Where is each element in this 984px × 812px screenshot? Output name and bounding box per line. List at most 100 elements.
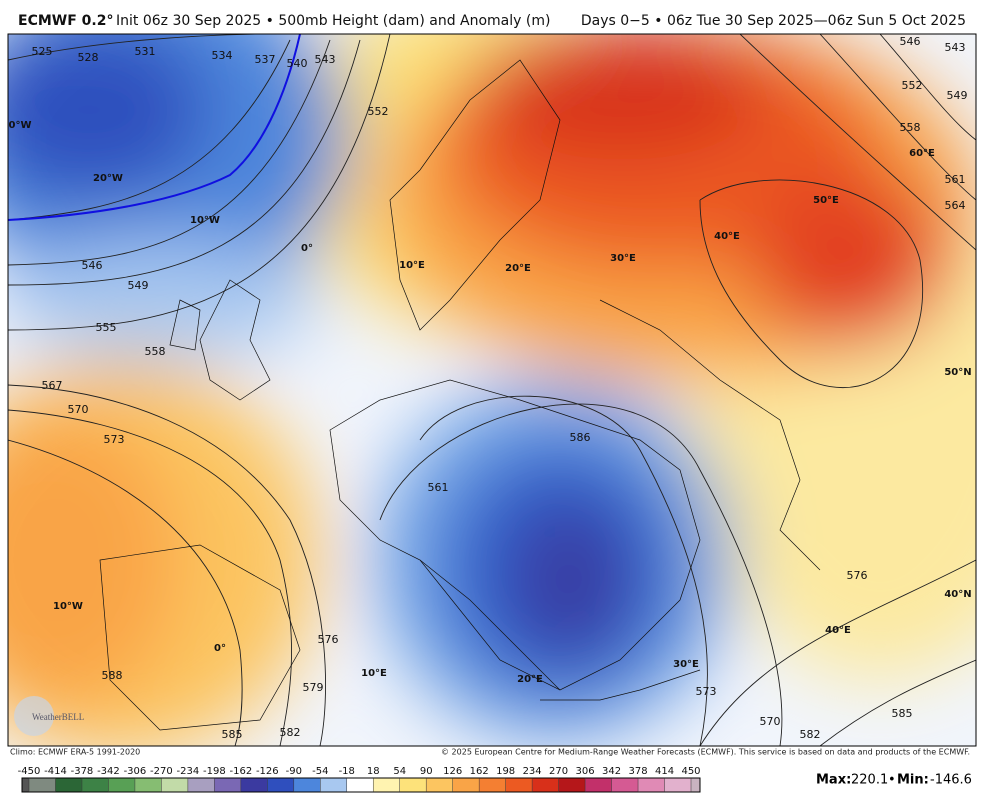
colorbar-segment	[452, 778, 480, 792]
colorbar-tick-label: 450	[681, 766, 700, 777]
contour-label: 555	[96, 321, 117, 334]
colorbar-segment	[161, 778, 188, 792]
max-value: 220.1	[851, 773, 888, 788]
height-contours	[8, 34, 976, 746]
contour-label: 586	[570, 431, 591, 444]
contour-label: 546	[82, 259, 103, 272]
graticule-label: 10°W	[53, 601, 83, 612]
coastlines	[99, 59, 821, 731]
graticule-label: 20°E	[505, 263, 531, 274]
min-value: -146.6	[930, 773, 972, 788]
contour-label: 552	[368, 105, 389, 118]
contour-label: 543	[945, 41, 966, 54]
contour-label: 570	[760, 715, 781, 728]
graticule-label: 40°E	[825, 625, 851, 636]
colorbar-segment	[664, 778, 691, 792]
colorbar-tick-label: -54	[312, 766, 328, 777]
colorbar-segment	[691, 778, 700, 792]
colorbar-segment	[108, 778, 135, 792]
colorbar-tick-label: 270	[549, 766, 568, 777]
graticule-label: 50°E	[813, 195, 839, 206]
graticule-label: 10°W	[190, 215, 220, 226]
colorbar-segment	[320, 778, 347, 792]
colorbar-tick-label: -90	[286, 766, 302, 777]
graticule-label: 20°W	[93, 173, 123, 184]
graticule-label: 40°N	[944, 589, 971, 600]
colorbar-tick-label: 198	[496, 766, 515, 777]
graticule-label: 10°E	[399, 260, 425, 271]
contour-label: 579	[303, 681, 324, 694]
contour-label: 531	[135, 45, 156, 58]
contour-label: 534	[212, 49, 233, 62]
colorbar-tick-label: 54	[393, 766, 406, 777]
colorbar-segment	[187, 778, 215, 792]
contour-label: 525	[32, 45, 53, 58]
anomaly-field	[8, 34, 976, 746]
contour-label: 570	[68, 403, 89, 416]
graticule-label: 0°W	[9, 120, 32, 131]
graticule-label: 60°E	[909, 148, 935, 159]
logo-mark	[14, 696, 54, 736]
colorbar-segment	[240, 778, 268, 792]
separator: •	[888, 773, 896, 788]
colorbar-segment	[585, 778, 612, 792]
min-label: Min:	[897, 773, 929, 788]
colorbar-tick-label: 234	[523, 766, 542, 777]
contour-label: 540	[287, 57, 308, 70]
colorbar-segment	[346, 778, 374, 792]
contour-label: 561	[945, 173, 966, 186]
map: 525 528 531 534 537 540 543 552 546 549 555 558 567 5…	[8, 34, 976, 746]
colorbar: -450 -414 -378 -342 -306 -270 -234 -198 -162 -126…	[18, 766, 701, 793]
colorbar-tick-label: -234	[177, 766, 200, 777]
graticule-label: 10°E	[361, 668, 387, 679]
contour-label: 537	[255, 53, 276, 66]
climo-note: Climo: ECMWF ERA-5 1991-2020	[10, 748, 140, 757]
colorbar-segment	[426, 778, 453, 792]
contour-label: 585	[892, 707, 913, 720]
contour-label: 561	[428, 481, 449, 494]
colorbar-tick-label: -162	[229, 766, 252, 777]
contour-label: 546	[900, 35, 921, 48]
subtitle: Init 06z 30 Sep 2025 • 500mb Height (dam…	[116, 13, 550, 29]
contour-label: 528	[78, 51, 99, 64]
colorbar-segment	[81, 778, 109, 792]
colorbar-tick-label: 378	[628, 766, 647, 777]
colorbar-segment	[479, 778, 506, 792]
contour-label: 558	[900, 121, 921, 134]
colorbar-segment	[29, 778, 56, 792]
contour-label: 552	[902, 79, 923, 92]
graticule-label: 0°	[214, 643, 226, 654]
colorbar-tick-label: -414	[44, 766, 67, 777]
colorbar-tick-label: -126	[256, 766, 279, 777]
contour-label: 549	[128, 279, 149, 292]
colorbar-tick-label: -306	[124, 766, 147, 777]
max-label: Max:	[816, 773, 851, 788]
colorbar-segment	[373, 778, 400, 792]
contour-label: 588	[102, 669, 123, 682]
graticule-label: 30°E	[673, 659, 699, 670]
graticule-label: 50°N	[944, 367, 971, 378]
contour-label: 543	[315, 53, 336, 66]
colorbar-tick-label: 126	[443, 766, 462, 777]
graticule-labels: 0°W 20°W 10°W 0° 10°E 20°E 30°E 40°E 50°E 60°E 50°…	[9, 120, 972, 685]
graticule-label: 30°E	[610, 253, 636, 264]
colorbar-tick-label: 414	[655, 766, 674, 777]
valid-range: Days 0−5 • 06z Tue 30 Sep 2025—06z Sun 5…	[581, 13, 966, 29]
colorbar-frame	[21, 777, 701, 793]
colorbar-tick-label: 342	[602, 766, 621, 777]
contour-label: 573	[104, 433, 125, 446]
graticule-label: 40°E	[714, 231, 740, 242]
copyright: © 2025 European Centre for Medium-Range …	[441, 748, 970, 757]
colorbar-segment	[638, 778, 665, 792]
map-frame	[7, 33, 977, 747]
highlight-contour	[8, 34, 301, 221]
contour-label: 576	[847, 569, 868, 582]
colorbar-tick-label: -342	[97, 766, 120, 777]
contour-label: 564	[945, 199, 966, 212]
colorbar-tick-label: 18	[367, 766, 380, 777]
contour-label: 549	[947, 89, 968, 102]
colorbar-segment	[399, 778, 427, 792]
colorbar-tick-label: 90	[420, 766, 433, 777]
colorbar-tick-label: -270	[150, 766, 173, 777]
